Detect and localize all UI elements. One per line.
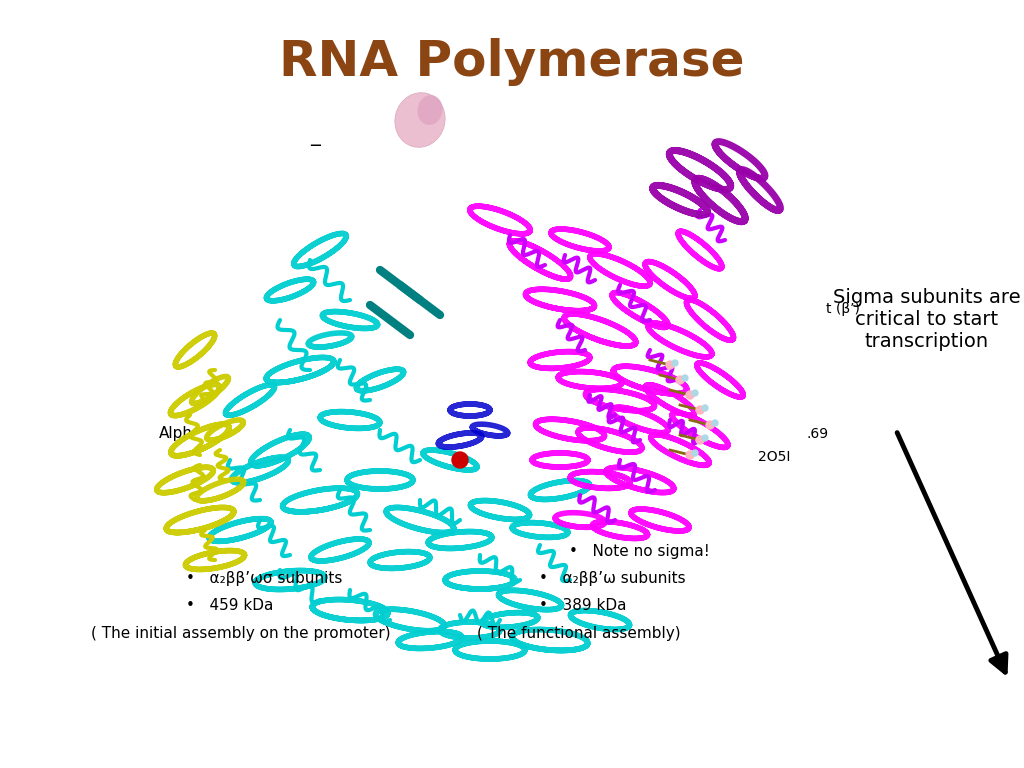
- Text: .69: .69: [807, 427, 829, 441]
- Circle shape: [666, 361, 674, 369]
- Circle shape: [686, 451, 694, 459]
- Circle shape: [452, 452, 468, 468]
- Text: 2O5I: 2O5I: [758, 450, 791, 464]
- Circle shape: [712, 420, 718, 426]
- Text: RNA Polymerase: RNA Polymerase: [280, 38, 744, 86]
- Circle shape: [706, 421, 714, 429]
- Circle shape: [686, 391, 694, 399]
- Circle shape: [692, 390, 698, 396]
- Text: •   389 kDa: • 389 kDa: [539, 598, 626, 613]
- Text: Alph: Alph: [159, 426, 193, 442]
- Circle shape: [702, 435, 708, 441]
- Text: Sigma subunits are
critical to start
transcription: Sigma subunits are critical to start tra…: [833, 288, 1021, 351]
- Text: •   α₂ββ’ω subunits: • α₂ββ’ω subunits: [539, 571, 685, 586]
- Ellipse shape: [418, 95, 442, 125]
- Circle shape: [702, 405, 708, 411]
- Circle shape: [676, 376, 684, 384]
- Circle shape: [692, 450, 698, 456]
- Circle shape: [672, 360, 678, 366]
- Circle shape: [696, 406, 705, 414]
- Circle shape: [696, 436, 705, 444]
- Text: •   α₂ββ’ωσ subunits: • α₂ββ’ωσ subunits: [185, 571, 342, 586]
- Circle shape: [682, 375, 688, 381]
- Text: ( The initial assembly on the promoter): ( The initial assembly on the promoter): [91, 626, 390, 641]
- Text: •   Note no sigma!: • Note no sigma!: [568, 544, 710, 559]
- Text: t (β’): t (β’): [826, 302, 860, 316]
- Text: •   459 kDa: • 459 kDa: [185, 598, 273, 613]
- Text: ( The functional assembly): ( The functional assembly): [477, 626, 680, 641]
- Text: _: _: [310, 127, 319, 145]
- Ellipse shape: [395, 93, 445, 147]
